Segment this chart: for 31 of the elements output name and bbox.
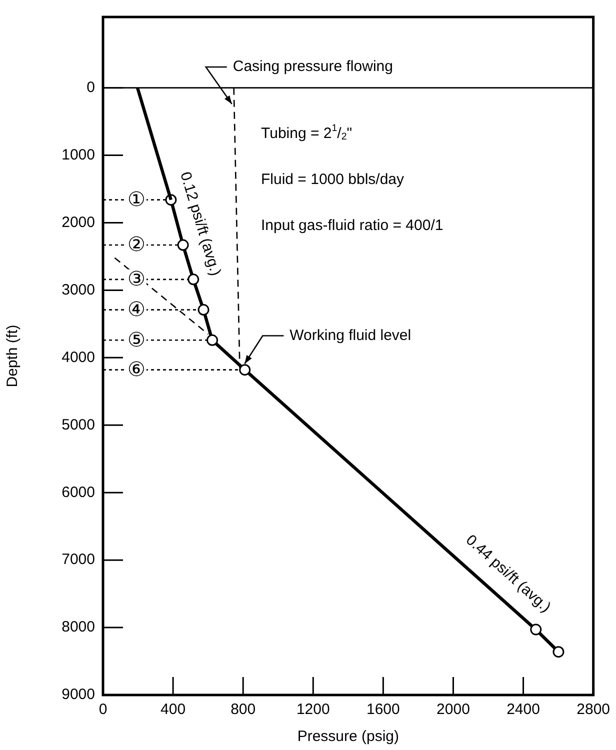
y-axis-title: Depth (ft) <box>4 324 22 388</box>
y-tick-label: 3000 <box>62 281 95 298</box>
annotation: Fluid = 1000 bbls/day <box>261 171 405 188</box>
y-tick-label: 5000 <box>62 416 95 434</box>
annotation: Input gas-fluid ratio = 400/1 <box>261 217 444 234</box>
annotation: ② <box>127 232 146 256</box>
y-tick-label: 2000 <box>62 214 95 231</box>
annotation: Casing pressure flowing <box>232 58 393 76</box>
y-tick-label: 6000 <box>62 484 95 501</box>
annotation: 0.12 psi/ft (avg.) <box>176 170 224 278</box>
annotation: ⑥ <box>127 357 146 382</box>
y-tick-label: 4000 <box>62 348 95 366</box>
x-tick-label: 1200 <box>296 701 330 718</box>
y-tick-label: 8000 <box>62 618 95 636</box>
annotation: Working fluid level <box>290 326 412 344</box>
x-tick-label: 1600 <box>366 701 400 718</box>
annotation: ⑤ <box>127 327 146 352</box>
x-tick-label: 2800 <box>576 701 610 718</box>
x-tick-label: 400 <box>160 701 186 718</box>
x-tick-label: 2000 <box>436 701 470 718</box>
x-axis-title: Pressure (psig) <box>297 728 400 746</box>
y-tick-label: 0 <box>86 78 95 96</box>
y-tick-label: 7000 <box>62 551 95 568</box>
x-tick-label: 2400 <box>506 701 540 718</box>
x-tick-label: 0 <box>98 701 108 718</box>
annotation: ① <box>127 187 146 212</box>
y-tick-label: 1000 <box>62 146 95 164</box>
annotation: ④ <box>127 296 146 321</box>
x-tick-label: 800 <box>230 701 256 718</box>
annotation: ③ <box>127 266 146 291</box>
y-tick-label: 9000 <box>62 686 95 704</box>
